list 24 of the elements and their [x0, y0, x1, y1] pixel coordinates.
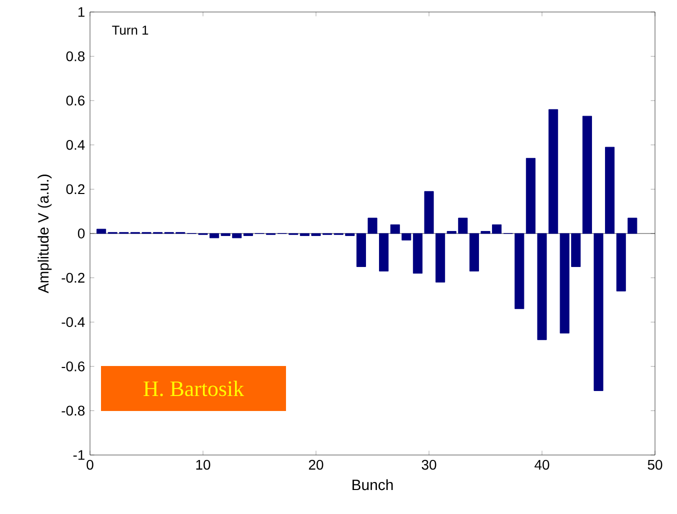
y-tick-label: 0.2	[66, 184, 84, 194]
x-tick-label: 20	[308, 460, 324, 470]
y-tick-label: 0.6	[66, 96, 85, 106]
y-tick-label: 1	[78, 7, 84, 17]
bar	[96, 228, 106, 234]
y-axis-title: Amplitude V (a.u.)	[38, 174, 52, 294]
y-tick-label: -0.2	[62, 272, 84, 283]
y-tick-label: -0.8	[62, 406, 85, 416]
y-tick-label: 0	[78, 228, 85, 238]
y-tick-label: 0.4	[66, 140, 85, 150]
y-tick-label: -0.6	[62, 361, 85, 372]
bar	[514, 233, 524, 310]
x-tick-label: 0	[86, 460, 94, 470]
x-tick-label: 40	[534, 460, 550, 470]
bar	[243, 233, 253, 236]
x-axis-title: Bunch	[352, 479, 393, 490]
annotation: H. Bartosik	[144, 380, 244, 396]
annotation: Turn 1	[112, 26, 148, 35]
x-tick-label: 30	[422, 460, 436, 470]
x-tick-label: 50	[648, 460, 662, 470]
y-tick-label: -0.4	[62, 317, 85, 328]
y-tick-label: 0.8	[66, 51, 85, 62]
x-tick-label: 10	[196, 460, 210, 470]
y-tick-label: -1	[73, 450, 84, 460]
